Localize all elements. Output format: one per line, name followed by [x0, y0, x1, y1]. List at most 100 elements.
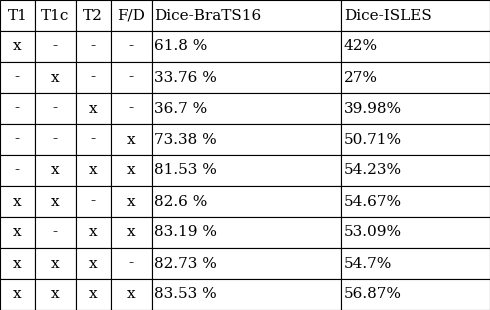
Bar [35, 155, 76, 186]
Text: 82.6 %: 82.6 % [154, 194, 208, 209]
Text: -: - [15, 101, 20, 116]
Text: x: x [89, 225, 98, 240]
Bar [76, 0, 111, 31]
Text: 81.53 %: 81.53 % [154, 163, 217, 178]
Text: 83.19 %: 83.19 % [154, 225, 217, 240]
Bar [0, 62, 35, 93]
Bar [111, 248, 152, 279]
Text: 33.76 %: 33.76 % [154, 70, 217, 85]
Bar [342, 155, 490, 186]
Text: 39.98%: 39.98% [344, 101, 402, 116]
Bar [35, 93, 76, 124]
Bar [111, 124, 152, 155]
Text: x: x [89, 163, 98, 178]
Text: 73.38 %: 73.38 % [154, 132, 217, 147]
Bar [35, 248, 76, 279]
Text: T1c: T1c [41, 8, 70, 23]
Bar [111, 186, 152, 217]
Bar [111, 62, 152, 93]
Text: 82.73 %: 82.73 % [154, 256, 217, 271]
Text: T2: T2 [83, 8, 103, 23]
Bar [35, 279, 76, 310]
Bar [76, 186, 111, 217]
Bar [76, 124, 111, 155]
Bar [342, 217, 490, 248]
Text: -: - [15, 70, 20, 85]
Bar [0, 279, 35, 310]
Bar [0, 124, 35, 155]
Text: -: - [53, 225, 58, 240]
Bar [76, 155, 111, 186]
Text: x: x [13, 225, 22, 240]
Text: x: x [127, 132, 136, 147]
Bar [152, 248, 342, 279]
Text: x: x [13, 256, 22, 271]
Text: -: - [15, 132, 20, 147]
Bar [152, 62, 342, 93]
Bar [342, 186, 490, 217]
Text: Dice-ISLES: Dice-ISLES [344, 8, 432, 23]
Bar [342, 248, 490, 279]
Bar [342, 62, 490, 93]
Text: Dice-BraTS16: Dice-BraTS16 [154, 8, 262, 23]
Text: x: x [89, 101, 98, 116]
Bar [0, 0, 35, 31]
Bar [76, 248, 111, 279]
Bar [111, 31, 152, 62]
Text: -: - [53, 132, 58, 147]
Bar [152, 155, 342, 186]
Bar [0, 186, 35, 217]
Bar [35, 0, 76, 31]
Text: 53.09%: 53.09% [344, 225, 402, 240]
Bar [35, 31, 76, 62]
Bar [76, 62, 111, 93]
Bar [111, 155, 152, 186]
Text: -: - [91, 194, 96, 209]
Bar [111, 93, 152, 124]
Text: 54.23%: 54.23% [344, 163, 402, 178]
Text: -: - [15, 163, 20, 178]
Text: x: x [13, 287, 22, 302]
Bar [35, 62, 76, 93]
Bar [152, 93, 342, 124]
Bar [342, 93, 490, 124]
Text: F/D: F/D [117, 8, 145, 23]
Bar [76, 93, 111, 124]
Text: -: - [53, 39, 58, 54]
Bar [0, 93, 35, 124]
Text: 50.71%: 50.71% [344, 132, 402, 147]
Bar [152, 186, 342, 217]
Bar [35, 124, 76, 155]
Bar [152, 124, 342, 155]
Text: -: - [91, 70, 96, 85]
Bar [0, 217, 35, 248]
Bar [0, 31, 35, 62]
Text: -: - [129, 101, 134, 116]
Bar [0, 155, 35, 186]
Bar [152, 0, 342, 31]
Text: x: x [127, 163, 136, 178]
Bar [152, 31, 342, 62]
Text: x: x [89, 287, 98, 302]
Text: 54.67%: 54.67% [344, 194, 402, 209]
Text: x: x [51, 287, 60, 302]
Text: x: x [127, 194, 136, 209]
Text: x: x [13, 39, 22, 54]
Text: T1: T1 [7, 8, 27, 23]
Text: x: x [51, 194, 60, 209]
Bar [152, 279, 342, 310]
Bar [76, 279, 111, 310]
Text: x: x [127, 225, 136, 240]
Text: -: - [129, 39, 134, 54]
Bar [342, 31, 490, 62]
Text: -: - [91, 39, 96, 54]
Text: 42%: 42% [344, 39, 378, 54]
Bar [76, 217, 111, 248]
Text: 54.7%: 54.7% [344, 256, 392, 271]
Text: -: - [129, 70, 134, 85]
Bar [35, 217, 76, 248]
Bar [111, 279, 152, 310]
Bar [152, 217, 342, 248]
Text: x: x [51, 256, 60, 271]
Text: 61.8 %: 61.8 % [154, 39, 208, 54]
